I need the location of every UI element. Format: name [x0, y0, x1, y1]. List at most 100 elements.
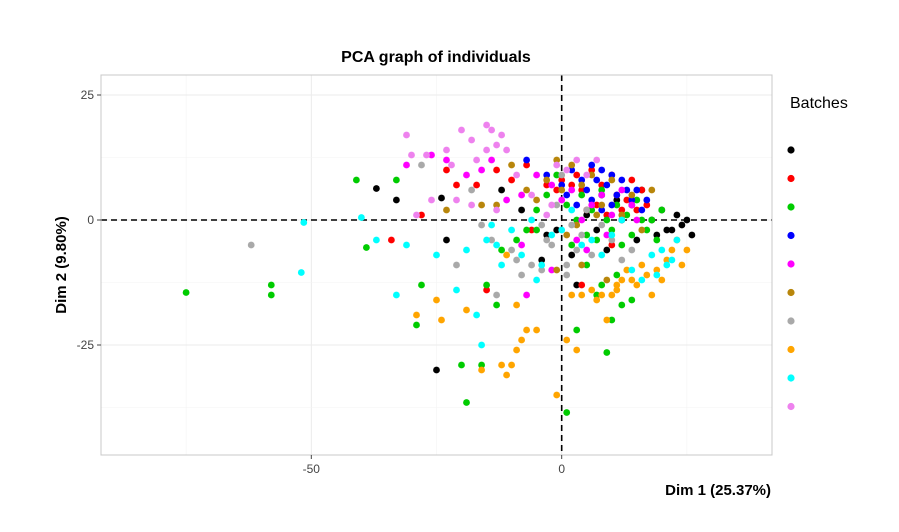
- data-points: [182, 121, 696, 416]
- data-point: [658, 206, 666, 214]
- data-point: [593, 156, 601, 164]
- legend-key: [787, 374, 795, 382]
- data-point: [403, 161, 410, 169]
- data-point: [643, 196, 651, 204]
- legend-key: [787, 146, 795, 154]
- data-point: [593, 296, 601, 304]
- data-point: [503, 371, 510, 379]
- data-point: [593, 291, 601, 299]
- data-point: [553, 391, 561, 399]
- data-point: [638, 206, 646, 214]
- data-point: [453, 286, 460, 294]
- data-point: [443, 236, 450, 244]
- data-point: [578, 241, 586, 249]
- data-point: [588, 166, 596, 174]
- data-point: [548, 231, 556, 239]
- data-point: [543, 171, 551, 179]
- data-point: [568, 291, 576, 299]
- data-point: [573, 346, 581, 354]
- data-point: [528, 191, 535, 199]
- data-point: [643, 271, 651, 279]
- data-point: [593, 201, 601, 209]
- data-point: [658, 246, 666, 254]
- legend-key: [787, 174, 795, 183]
- data-point: [628, 231, 636, 239]
- data-point: [478, 341, 485, 349]
- data-point: [618, 186, 626, 194]
- series-3: [182, 171, 666, 416]
- data-point: [543, 191, 551, 199]
- data-point: [473, 181, 480, 189]
- data-point: [638, 186, 646, 194]
- data-point: [573, 281, 581, 289]
- data-point: [358, 214, 365, 221]
- data-point: [628, 266, 636, 274]
- data-point: [598, 291, 606, 299]
- data-point: [613, 191, 621, 199]
- data-point: [533, 326, 540, 334]
- data-point: [568, 161, 576, 169]
- data-point: [418, 281, 425, 289]
- data-point: [478, 221, 485, 229]
- data-point: [628, 201, 636, 209]
- data-point: [588, 196, 596, 204]
- data-point: [563, 336, 571, 344]
- data-point: [353, 176, 360, 184]
- data-point: [473, 311, 480, 319]
- legend-key: [787, 317, 795, 325]
- data-point: [598, 206, 606, 214]
- data-point: [568, 206, 576, 214]
- data-point: [403, 241, 410, 249]
- data-point: [438, 316, 445, 324]
- data-point: [523, 156, 530, 164]
- data-point: [603, 246, 611, 254]
- data-point: [418, 211, 425, 219]
- data-point: [518, 336, 525, 344]
- data-point: [558, 196, 566, 204]
- data-point: [573, 201, 581, 209]
- legend-keys: [787, 146, 795, 411]
- data-point: [528, 261, 535, 269]
- data-point: [300, 219, 308, 226]
- data-point: [598, 191, 606, 199]
- data-point: [683, 246, 691, 254]
- data-point: [433, 296, 440, 304]
- data-point: [453, 261, 460, 269]
- data-point: [588, 171, 596, 179]
- data-point: [578, 291, 586, 299]
- data-point: [648, 216, 656, 224]
- data-point: [638, 216, 646, 224]
- data-point: [463, 171, 470, 179]
- data-point: [513, 236, 520, 244]
- data-point: [608, 291, 616, 299]
- data-point: [633, 186, 641, 194]
- data-point: [538, 221, 546, 229]
- legend-title: Batches: [790, 95, 848, 112]
- data-point: [573, 326, 581, 334]
- data-point: [573, 216, 581, 224]
- data-point: [568, 251, 576, 259]
- data-point: [443, 156, 450, 164]
- data-point: [628, 176, 636, 184]
- data-point: [653, 236, 661, 244]
- data-point: [663, 226, 671, 234]
- data-point: [598, 251, 606, 259]
- data-point: [643, 201, 651, 209]
- data-point: [483, 236, 490, 244]
- data-point: [573, 221, 581, 229]
- data-point: [393, 176, 400, 184]
- data-point: [498, 246, 505, 254]
- data-point: [558, 186, 566, 194]
- data-point: [583, 261, 591, 269]
- data-point: [623, 186, 631, 194]
- data-point: [523, 186, 530, 194]
- data-point: [538, 266, 546, 274]
- data-point: [498, 261, 505, 269]
- data-point: [633, 216, 641, 224]
- legend-key: [787, 402, 795, 411]
- y-axis-title: Dim 2 (9.80%): [53, 216, 70, 314]
- legend: Batches: [787, 95, 848, 411]
- data-point: [573, 156, 581, 164]
- data-point: [373, 185, 380, 192]
- x-axis-ticks: -50 0: [303, 455, 565, 476]
